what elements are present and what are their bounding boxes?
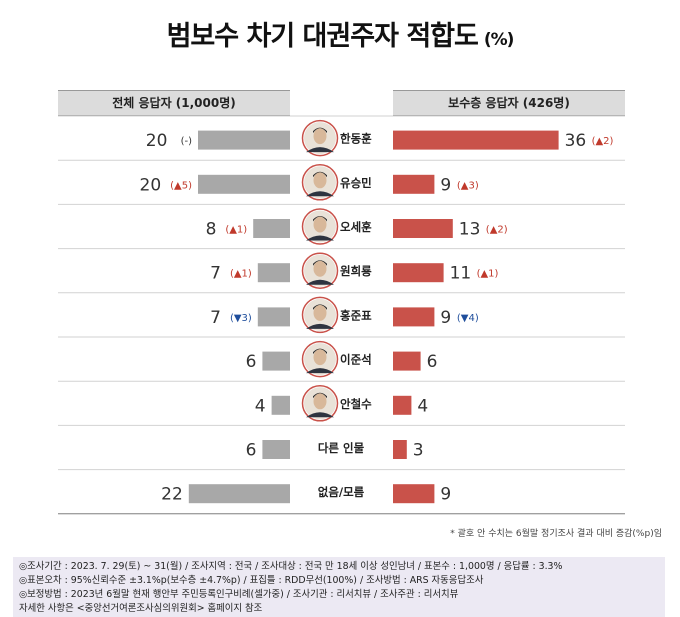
value-label-right: 4 [417, 396, 428, 416]
title-unit: (%) [483, 30, 515, 50]
bar-left [257, 307, 290, 327]
value-label-right: 36 [565, 131, 587, 151]
change-label-right: (▲1) [477, 269, 499, 280]
title-text: 범보수 차기 대권주자 적합도 [166, 21, 479, 52]
avatar-face [313, 172, 327, 189]
avatar-face [313, 304, 327, 321]
bar-right [393, 219, 453, 238]
candidate-name: 홍준표 [340, 308, 372, 322]
avatar-suit [306, 191, 334, 197]
avatar-face [313, 393, 327, 410]
value-label-left: 8 [206, 220, 217, 240]
value-label-left: 4 [255, 396, 266, 416]
bar-chart: (-)20 36 (▲2)한동훈(▲5)20 9 (▲3)유승민(▲1)8 13 (▲2)오… [58, 115, 625, 515]
value-label-right: 11 [450, 264, 472, 284]
change-label-left: (▲5) [170, 180, 192, 191]
change-label-right: (▲2) [486, 225, 508, 236]
change-label-right: (▲2) [592, 136, 614, 147]
value-label-right: 6 [427, 352, 438, 372]
change-label-right: (▲3) [457, 180, 479, 191]
bar-left [198, 174, 290, 194]
value-label-right: 9 [440, 485, 451, 505]
bar-left [253, 219, 290, 238]
candidate-name: 이준석 [340, 353, 372, 367]
candidate-name: 다른 인물 [318, 441, 365, 455]
bar-left [198, 130, 290, 150]
value-label-right: 9 [440, 175, 451, 195]
value-label-left: 20 [146, 131, 168, 151]
chart-title: 범보수 차기 대권주자 적합도 (%) [0, 14, 680, 53]
survey-info-box: ◎조사기간 : 2023. 7. 29(토) ~ 31(월) / 조사지역 : … [13, 557, 665, 617]
candidate-name: 원희룡 [340, 264, 372, 278]
avatar-hair [313, 392, 327, 399]
avatar-suit [306, 412, 334, 418]
value-label-left: 20 [140, 175, 162, 195]
avatar-face [313, 128, 327, 145]
bar-right [393, 263, 444, 283]
candidate-name: 안철수 [340, 397, 372, 411]
survey-info-line: ◎보정방법 : 2023년 6월말 현재 행안부 주민등록인구비례(셀가중) /… [19, 589, 459, 600]
survey-info-line: ◎조사기간 : 2023. 7. 29(토) ~ 31(월) / 조사지역 : … [19, 561, 563, 572]
value-label-left: 22 [161, 485, 183, 505]
candidate-name: 유승민 [340, 176, 372, 190]
value-label-left: 7 [210, 308, 221, 328]
avatar-suit [306, 323, 334, 329]
bar-right [393, 484, 435, 504]
avatar-face [313, 216, 327, 233]
value-label-right: 13 [459, 220, 481, 240]
change-label-left: (▼3) [230, 313, 252, 324]
avatar-face [313, 260, 327, 277]
bar-right [393, 440, 407, 459]
bar-right [393, 307, 435, 327]
avatar-suit [306, 235, 334, 241]
value-label-left: 7 [210, 264, 221, 284]
survey-info-line: 자세한 사항은 <중앙선거여론조사심의위원회> 홈페이지 참조 [19, 603, 263, 614]
candidate-name: 한동훈 [340, 132, 372, 146]
change-label-left: (▲1) [225, 225, 247, 236]
value-label-right: 9 [440, 308, 451, 328]
avatar-hair [313, 127, 327, 134]
avatar-hair [313, 348, 327, 355]
change-label-left: (-) [181, 136, 193, 147]
bar-left [271, 395, 290, 415]
value-label-left: 6 [246, 352, 257, 372]
survey-info-line: ◎표본오차 : 95%신뢰수준 ±3.1%p(보수층 ±4.7%p) / 표집틀… [19, 575, 484, 586]
avatar-face [313, 349, 327, 366]
avatar-suit [306, 147, 334, 153]
left-panel-header: 전체 응답자 (1,000명) [58, 90, 290, 116]
bar-right [393, 351, 421, 371]
bar-left [262, 440, 290, 459]
value-label-right: 3 [413, 441, 424, 461]
bar-right [393, 130, 559, 150]
avatar-hair [313, 260, 327, 266]
change-label-right: (▼4) [457, 313, 479, 324]
change-label-left: (▲1) [230, 269, 252, 280]
value-label-left: 6 [246, 441, 257, 461]
avatar-suit [306, 368, 334, 374]
footnote: * 괄호 안 수치는 6월말 정기조사 결과 대비 증감(%p)임 [450, 529, 662, 539]
bar-right [393, 395, 412, 415]
candidate-name: 없음/모름 [318, 485, 365, 499]
bar-left [257, 263, 290, 283]
bar-left [262, 351, 290, 371]
avatar-hair [313, 304, 327, 310]
avatar-hair [313, 171, 327, 178]
candidate-name: 오세훈 [340, 220, 372, 234]
bar-left [188, 484, 290, 504]
bar-right [393, 174, 435, 194]
avatar-hair [313, 216, 327, 222]
avatar-suit [306, 279, 334, 285]
